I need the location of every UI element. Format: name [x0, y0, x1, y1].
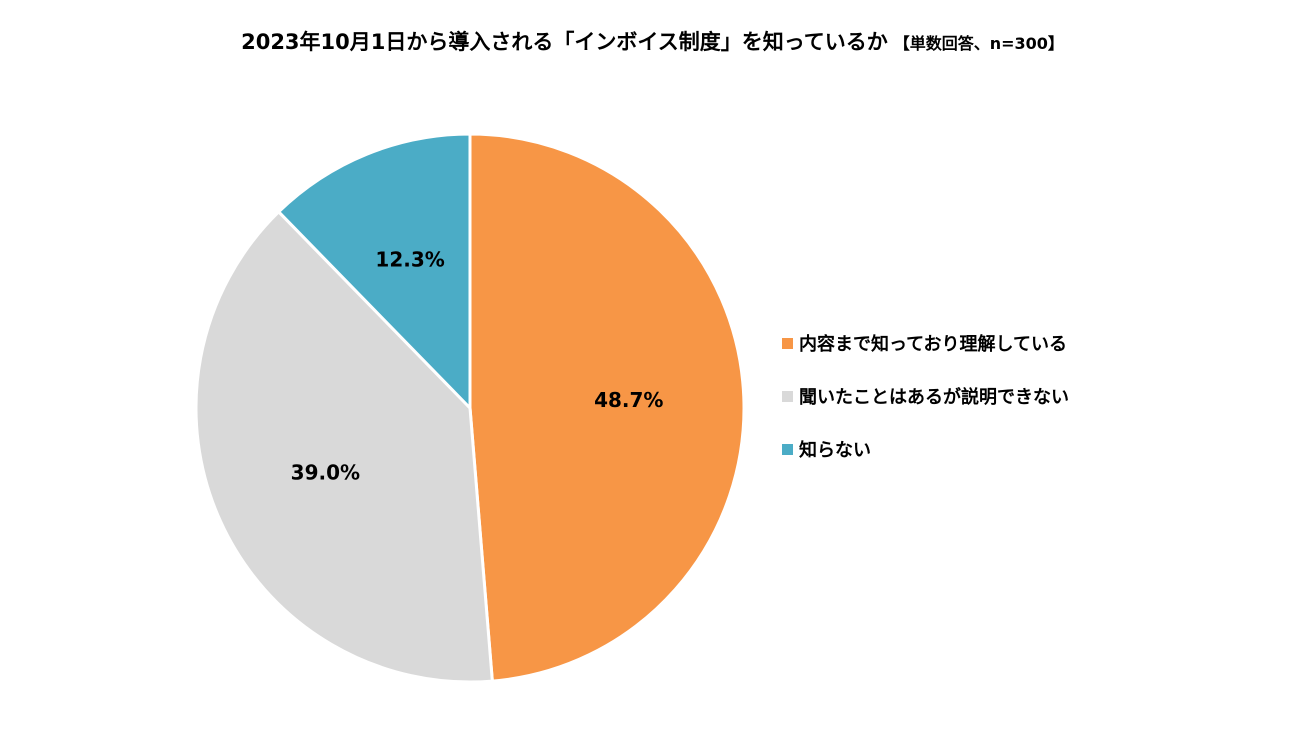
legend-swatch-heard [782, 390, 793, 402]
chart-subtitle: 【単数回答、n=300】 [893, 34, 1064, 53]
legend-item-understand: 内容まで知っており理解している [782, 330, 1069, 356]
legend-swatch-understand [782, 337, 793, 349]
legend-item-unknown: 知らない [782, 436, 1069, 462]
legend-swatch-unknown [782, 443, 793, 455]
pie-slice-unknown [277, 132, 472, 410]
data-label-unknown: 12.3% [375, 247, 444, 271]
legend-item-heard: 聞いたことはあるが説明できない [782, 383, 1069, 409]
pie-slice-understand [468, 132, 746, 683]
legend: 内容まで知っており理解している 聞いたことはあるが説明できない 知らない [782, 330, 1069, 489]
chart-title: 2023年10月1日から導入される「インボイス制度」を知っているか 【単数回答、n… [0, 26, 1305, 56]
legend-label-heard: 聞いたことはあるが説明できない [799, 387, 1069, 408]
legend-label-understand: 内容まで知っており理解している [799, 334, 1068, 355]
data-label-understand: 48.7% [594, 388, 663, 412]
pie-slice-heard [194, 210, 494, 684]
chart-title-text: 2023年10月1日から導入される「インボイス制度」を知っているか [241, 30, 888, 54]
legend-label-unknown: 知らない [799, 440, 871, 461]
data-label-heard: 39.0% [291, 460, 360, 484]
